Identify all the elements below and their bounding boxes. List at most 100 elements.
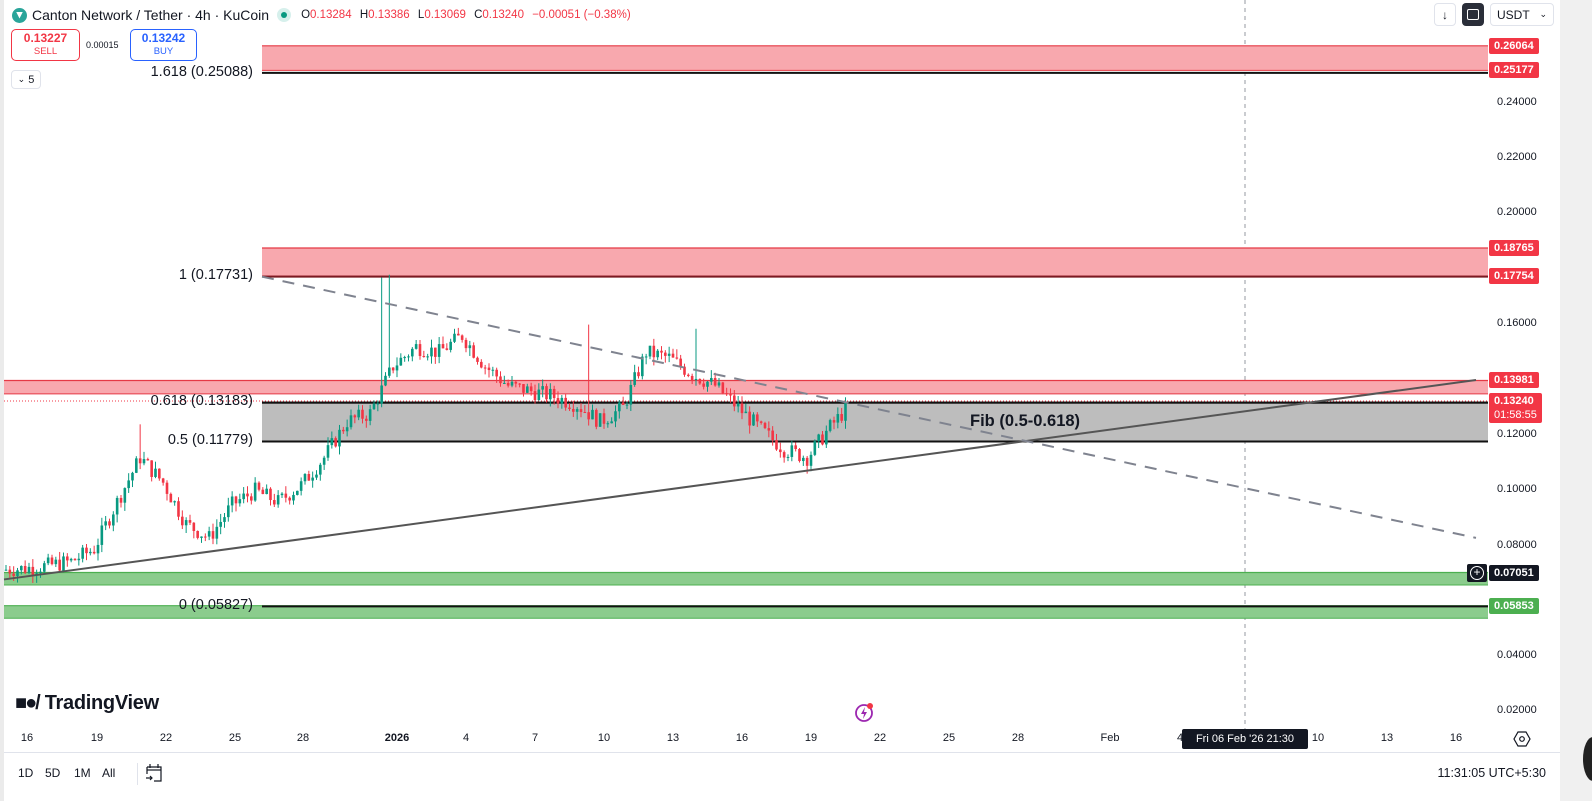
y-axis-label: 0.04000 <box>1497 649 1537 661</box>
price-tag-zone-top: 0.13981 <box>1489 372 1539 388</box>
x-axis-label: 10 <box>1311 732 1325 744</box>
canton-logo-icon <box>12 7 27 23</box>
fib-label-0: 0 (0.05827) <box>178 597 253 613</box>
buy-label: BUY <box>153 46 174 57</box>
lightning-icon[interactable] <box>854 702 874 722</box>
x-axis-label: 4 <box>462 732 470 744</box>
x-axis-label: 13 <box>1380 732 1394 744</box>
low-label: L <box>417 9 425 21</box>
y-axis-label: 0.24000 <box>1497 96 1537 108</box>
range-5d-button[interactable]: 5D <box>45 766 61 780</box>
fullscreen-button[interactable] <box>1462 3 1484 26</box>
x-axis-label: 16 <box>1449 732 1463 744</box>
toolbar-divider <box>137 763 138 785</box>
floating-widget-button[interactable] <box>1583 737 1592 781</box>
candle-countdown: 01:58:55 <box>1494 409 1537 421</box>
rising-trendline[interactable] <box>3 379 1477 581</box>
y-axis-label: 0.16000 <box>1497 317 1537 329</box>
x-axis-label: 4 <box>1176 732 1184 744</box>
scroll-to-realtime-button[interactable]: ↓ <box>1434 3 1456 26</box>
plus-icon: + <box>1470 566 1484 580</box>
fib-label-1: 1 (0.17731) <box>178 267 253 283</box>
brand-name: TradingView <box>44 692 159 714</box>
price-chart-canvas[interactable] <box>0 0 1560 752</box>
symbol-title[interactable]: Canton Network / Tether · 4h · KuCoin <box>32 7 270 23</box>
x-axis-label: 25 <box>942 732 956 744</box>
fib-label-0618: 0.618 (0.13183) <box>150 393 253 409</box>
falling-trendline[interactable] <box>261 275 1477 539</box>
price-tag-zone-bottom: 0.25177 <box>1489 62 1539 78</box>
zone-support[interactable] <box>4 572 1488 585</box>
tradingview-logo[interactable]: ■●/ TradingView <box>15 692 159 715</box>
time-axis[interactable]: 16 19 22 25 28 2026 4 7 10 13 16 19 22 2… <box>0 729 1490 749</box>
price-tag-support: 0.05853 <box>1489 598 1539 614</box>
range-all-button[interactable]: All <box>102 766 116 780</box>
y-axis-label: 0.22000 <box>1497 151 1537 163</box>
x-axis-label: 16 <box>20 732 34 744</box>
open-label: O <box>301 9 311 21</box>
fib-label-05: 0.5 (0.11779) <box>167 432 253 448</box>
fullscreen-icon <box>1467 9 1479 20</box>
zone-resistance[interactable] <box>262 45 1488 71</box>
x-axis-label: 22 <box>873 732 887 744</box>
left-gutter <box>0 0 4 801</box>
y-axis-label: 0.12000 <box>1497 428 1537 440</box>
chart-settings-button[interactable] <box>1513 731 1531 747</box>
x-axis-label: 7 <box>531 732 539 744</box>
fib-zone-label: Fib (0.5-0.618) <box>970 412 1081 430</box>
chevron-down-icon: ⌄ <box>1539 9 1547 19</box>
x-axis-label: 13 <box>666 732 680 744</box>
zone-resistance[interactable] <box>4 380 1488 394</box>
sell-price: 0.13227 <box>23 31 68 45</box>
low-value: 0.13069 <box>424 9 466 21</box>
zone-resistance[interactable] <box>262 248 1488 277</box>
price-tag-zone-top: 0.26064 <box>1489 38 1539 54</box>
sell-button[interactable]: 0.13227 SELL <box>11 29 80 61</box>
chart-frame <box>0 0 1560 801</box>
price-tag-zone-top: 0.18765 <box>1489 240 1539 256</box>
crosshair-price-tag: 0.07051 <box>1489 565 1539 581</box>
x-axis-label: 25 <box>228 732 242 744</box>
buy-button[interactable]: 0.13242 BUY <box>130 29 197 61</box>
currency-value: USDT <box>1497 7 1530 22</box>
add-alert-button[interactable]: + <box>1467 564 1487 582</box>
x-axis-label: 28 <box>1011 732 1025 744</box>
zone-fib-0-5-0-618[interactable] <box>262 402 1488 442</box>
ohlc-legend: O0.13284 H0.13386 L0.13069 C0.13240 −0.0… <box>301 9 636 21</box>
zone-support[interactable] <box>4 605 1488 619</box>
x-axis-label: 2026 <box>384 732 410 744</box>
range-1d-button[interactable]: 1D <box>18 766 34 780</box>
spread-value: 0.00015 <box>86 40 119 50</box>
change-value: −0.00051 (−0.38%) <box>532 9 631 21</box>
buy-price: 0.13242 <box>141 31 186 45</box>
go-to-date-button[interactable] <box>144 762 164 784</box>
y-axis-label: 0.08000 <box>1497 539 1537 551</box>
x-axis-label: Feb <box>1100 732 1120 744</box>
bottom-toolbar: 1D 5D 1M All 11:31:05 UTC+5:30 <box>4 752 1560 802</box>
chevron-down-icon: ⌄ <box>17 74 26 84</box>
price-tag-zone-bottom: 0.17754 <box>1489 268 1539 284</box>
arrow-down-icon: ↓ <box>1442 7 1448 22</box>
right-panel-edge <box>1560 0 1592 801</box>
currency-select[interactable]: USDT ⌄ <box>1490 3 1554 26</box>
range-1m-button[interactable]: 1M <box>74 766 91 780</box>
x-axis-label: 22 <box>159 732 173 744</box>
open-value: 0.13284 <box>310 9 352 21</box>
candlesticks <box>4 274 847 583</box>
x-axis-label: 28 <box>296 732 310 744</box>
current-price: 0.13240 <box>1494 395 1534 407</box>
utc-clock[interactable]: 11:31:05 UTC+5:30 <box>1437 766 1546 780</box>
indicator-count: 5 <box>28 73 35 86</box>
x-axis-label: 19 <box>804 732 818 744</box>
indicators-toggle-button[interactable]: ⌄ 5 <box>11 70 41 89</box>
symbol-header: Canton Network / Tether · 4h · KuCoin O0… <box>12 5 636 25</box>
x-axis-label: 10 <box>597 732 611 744</box>
close-label: C <box>474 9 483 21</box>
x-axis-label: 16 <box>735 732 749 744</box>
x-axis-label: 19 <box>90 732 104 744</box>
y-axis-label: 0.02000 <box>1497 704 1537 716</box>
market-status-icon <box>277 8 292 22</box>
crosshair-time-tag: Fri 06 Feb '26 21:30 <box>1182 729 1308 749</box>
high-value: 0.13386 <box>368 9 410 21</box>
current-price-tag: 0.13240 01:58:55 <box>1489 393 1542 423</box>
